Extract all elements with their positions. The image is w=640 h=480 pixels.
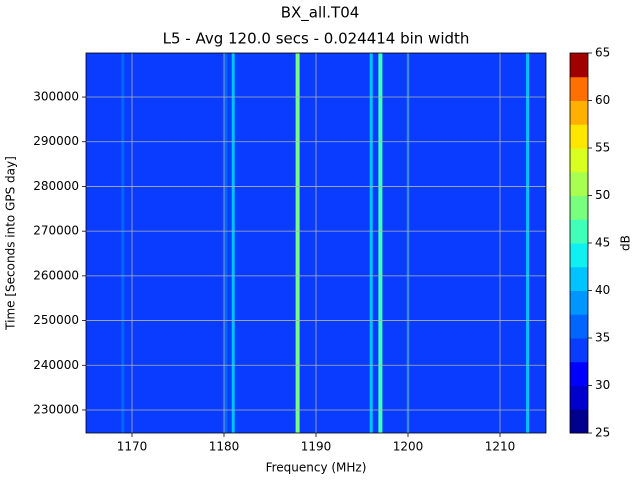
colorbar-band	[570, 100, 588, 125]
spectral-line	[121, 53, 125, 433]
y-tick-label: 290000	[33, 134, 79, 148]
colorbar-band	[570, 314, 588, 339]
spectral-line	[378, 53, 383, 433]
y-tick-label: 270000	[33, 224, 79, 238]
y-tick-label: 240000	[33, 358, 79, 372]
spectral-line	[369, 53, 373, 433]
chart-title: BX_all.T04	[281, 4, 360, 23]
spectral-line	[526, 53, 530, 433]
spectral-line	[295, 53, 300, 433]
y-tick-label: 230000	[33, 402, 79, 416]
colorbar-tick-label: 65	[595, 46, 610, 60]
colorbar-band	[570, 409, 588, 434]
colorbar-tick-label: 40	[595, 283, 610, 297]
colorbar-band	[570, 148, 588, 173]
x-tick-label: 1180	[209, 440, 240, 454]
colorbar-tick-label: 30	[595, 378, 610, 392]
colorbar-tick-label: 60	[595, 93, 610, 107]
colorbar-band	[570, 53, 588, 78]
colorbar-band	[570, 76, 588, 101]
colorbar-label: dB	[619, 235, 633, 251]
spectral-line	[231, 53, 235, 433]
colorbar-band	[570, 266, 588, 291]
colorbar-tick-label: 55	[595, 141, 610, 155]
x-tick-label: 1190	[301, 440, 332, 454]
colorbar-tick-label: 45	[595, 236, 610, 250]
x-tick-label: 1210	[485, 440, 516, 454]
y-axis-label: Time [Seconds into GPS day]	[4, 156, 18, 331]
colorbar-band	[570, 338, 588, 363]
colorbar-band	[570, 385, 588, 410]
colorbar-band	[570, 124, 588, 149]
plot-frame	[85, 52, 547, 434]
colorbar-tick-label: 35	[595, 331, 610, 345]
colorbar-band	[570, 361, 588, 386]
colorbar-band	[570, 171, 588, 196]
colorbar-tick-label: 25	[595, 426, 610, 440]
chart-subtitle: L5 - Avg 120.0 secs - 0.024414 bin width	[163, 30, 470, 48]
spectral-line	[224, 53, 228, 433]
colorbar-tick-label: 50	[595, 188, 610, 202]
x-tick-label: 1170	[117, 440, 148, 454]
y-tick-label: 300000	[33, 90, 79, 104]
colorbar-band	[570, 195, 588, 220]
y-tick-label: 280000	[33, 179, 79, 193]
colorbar-band	[570, 243, 588, 268]
y-tick-label: 250000	[33, 313, 79, 327]
y-tick-label: 260000	[33, 268, 79, 282]
colorbar-band	[570, 219, 588, 244]
colorbar-band	[570, 290, 588, 315]
x-axis-label: Frequency (MHz)	[266, 461, 367, 475]
x-tick-label: 1200	[393, 440, 424, 454]
